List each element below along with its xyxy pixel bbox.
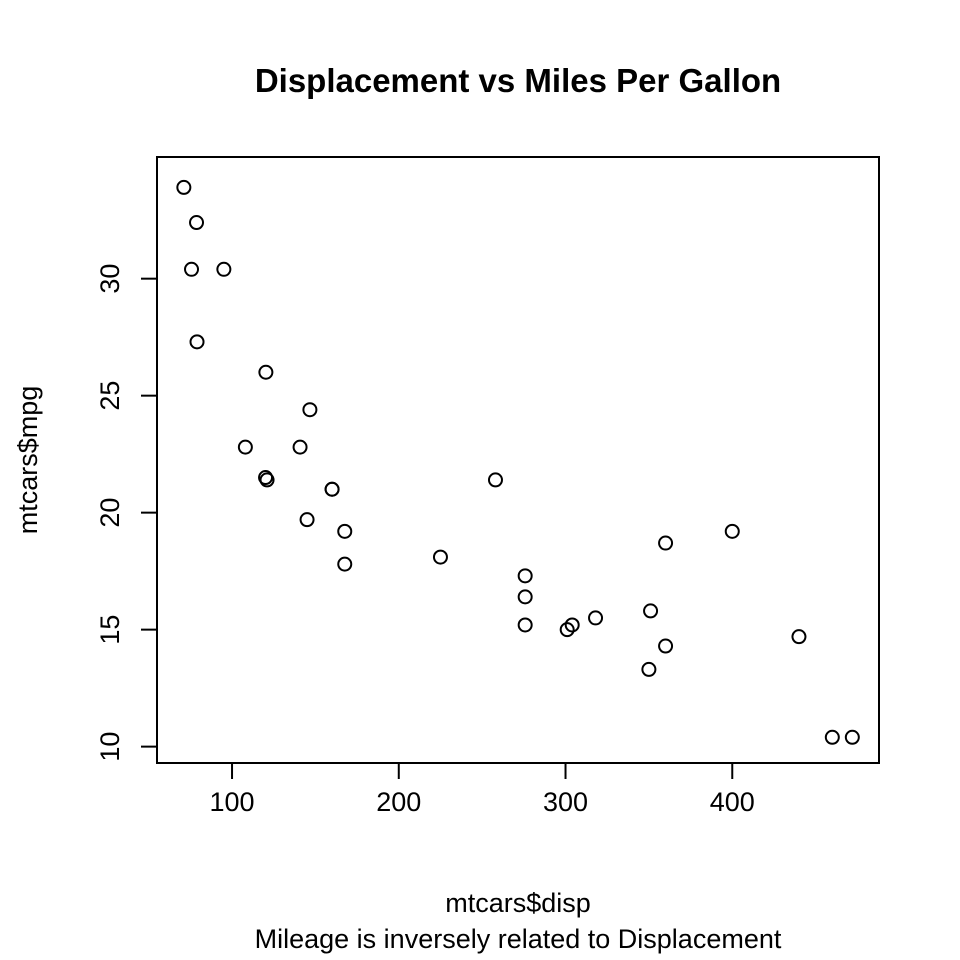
data-point [641,661,657,677]
y-tick-label: 20 [95,498,125,528]
x-axis: 100 200 300 400 [210,762,755,817]
y-axis: 10 15 20 25 30 [95,264,158,762]
data-point [791,629,807,645]
data-point [517,589,533,605]
data-point [189,215,205,231]
data-point [588,610,604,626]
data-point [844,729,860,745]
data-point [189,334,205,350]
data-point [258,364,274,380]
data-point [658,535,674,551]
data-point [658,638,674,654]
data-point [216,261,232,277]
y-axis-label: mtcars$mpg [13,386,43,535]
data-point [487,472,503,488]
data-point [337,556,353,572]
data-point [824,729,840,745]
x-tick-label: 300 [543,787,588,817]
chart-subtitle: Mileage is inversely related to Displace… [255,924,782,954]
y-tick-label: 30 [95,264,125,294]
data-point [559,622,575,638]
data-point [176,179,192,195]
y-tick-label: 15 [95,615,125,645]
data-point [724,523,740,539]
data-point [564,617,580,633]
x-tick-label: 100 [210,787,255,817]
x-tick-label: 400 [710,787,755,817]
data-point [299,512,315,528]
chart-title: Displacement vs Miles Per Gallon [255,62,781,99]
data-points [176,179,860,745]
plot-area-border [156,156,880,764]
data-point [302,402,318,418]
data-point [643,603,659,619]
data-point [517,568,533,584]
data-point [292,439,308,455]
x-tick-label: 200 [376,787,421,817]
data-point [324,481,340,497]
x-axis-label: mtcars$disp [445,888,591,918]
y-tick-label: 10 [95,732,125,762]
data-point [184,261,200,277]
data-point [432,549,448,565]
data-point [337,523,353,539]
data-point [517,617,533,633]
y-tick-label: 25 [95,381,125,411]
data-point [259,472,275,488]
data-point [237,439,253,455]
